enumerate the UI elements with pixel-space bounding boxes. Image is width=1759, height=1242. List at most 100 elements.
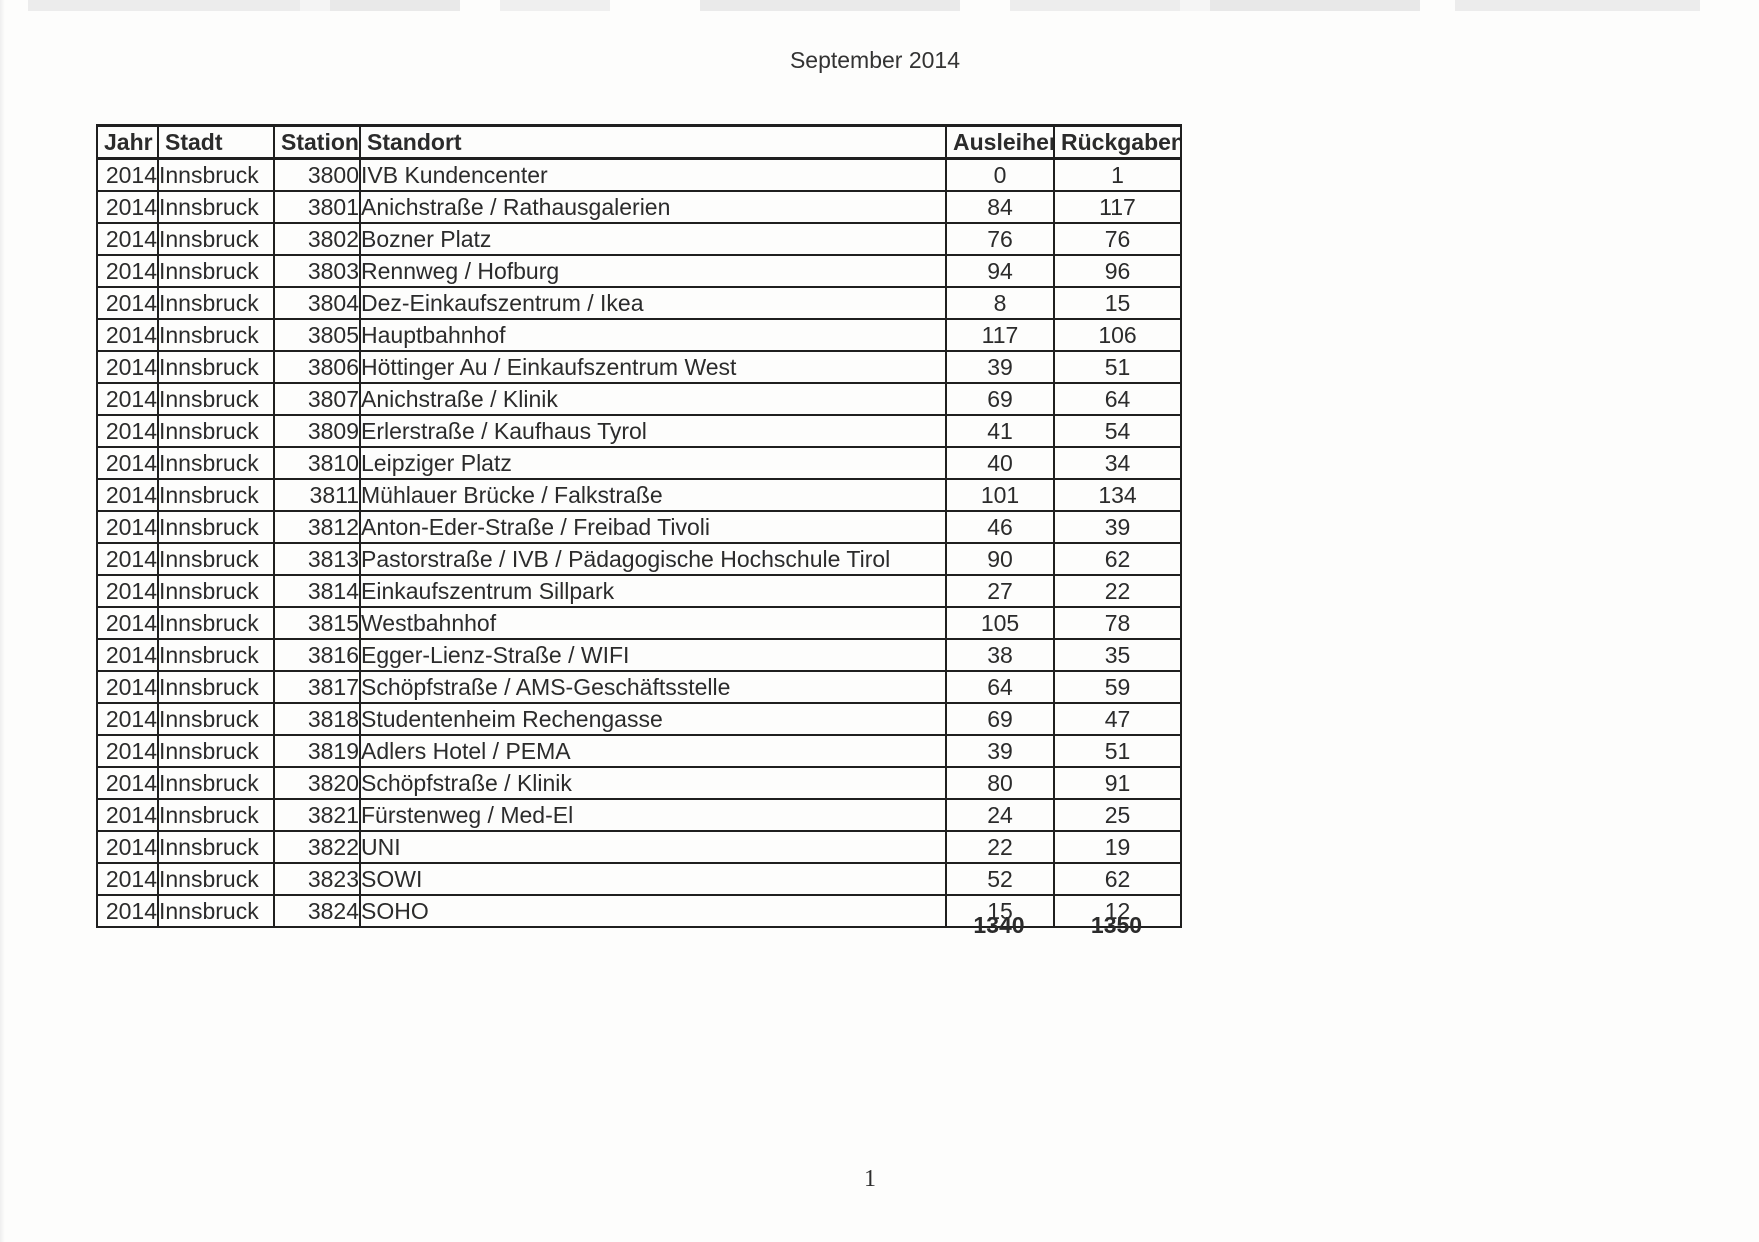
cell-jahr: 2014 (96, 414, 159, 448)
cell-station: 3809 (273, 414, 361, 448)
cell-standort: Anichstraße / Klinik (359, 382, 947, 416)
cell-standort: Hauptbahnhof (359, 318, 947, 352)
cell-jahr: 2014 (96, 606, 159, 640)
cell-rueckgaben: 106 (1053, 318, 1182, 352)
cell-stadt: Innsbruck (157, 798, 275, 832)
cell-rueckgaben: 62 (1053, 542, 1182, 576)
table-row: 2014 Innsbruck 3819 Adlers Hotel / PEMA … (96, 734, 1182, 768)
cell-standort: Studentenheim Rechengasse (359, 702, 947, 736)
document-title: September 2014 (789, 47, 961, 73)
page-number: 1 (864, 1166, 876, 1192)
cell-jahr: 2014 (96, 510, 159, 544)
cell-ausleihen: 8 (945, 286, 1055, 320)
cell-jahr: 2014 (96, 157, 159, 192)
table-row: 2014 Innsbruck 3813 Pastorstraße / IVB /… (96, 542, 1182, 576)
cell-stadt: Innsbruck (157, 606, 275, 640)
cell-stadt: Innsbruck (157, 190, 275, 224)
cell-jahr: 2014 (96, 734, 159, 768)
cell-jahr: 2014 (96, 350, 159, 384)
cell-station: 3817 (273, 670, 361, 704)
table-row: 2014 Innsbruck 3807 Anichstraße / Klinik… (96, 382, 1182, 416)
column-header-station: Station (273, 124, 361, 160)
cell-rueckgaben: 96 (1053, 254, 1182, 288)
cell-standort: Mühlauer Brücke / Falkstraße (359, 478, 947, 512)
cell-jahr: 2014 (96, 702, 159, 736)
scan-artifact-top (0, 0, 1759, 11)
cell-stadt: Innsbruck (157, 734, 275, 768)
table-row: 2014 Innsbruck 3803 Rennweg / Hofburg 94… (96, 254, 1182, 288)
table-row: 2014 Innsbruck 3810 Leipziger Platz 40 3… (96, 446, 1182, 480)
cell-rueckgaben: 64 (1053, 382, 1182, 416)
cell-rueckgaben: 15 (1053, 286, 1182, 320)
cell-stadt: Innsbruck (157, 382, 275, 416)
cell-jahr: 2014 (96, 766, 159, 800)
cell-stadt: Innsbruck (157, 478, 275, 512)
cell-ausleihen: 69 (945, 702, 1055, 736)
cell-stadt: Innsbruck (157, 702, 275, 736)
cell-station: 3821 (273, 798, 361, 832)
column-header-stadt: Stadt (157, 124, 275, 160)
cell-ausleihen: 117 (945, 318, 1055, 352)
cell-stadt: Innsbruck (157, 157, 275, 192)
cell-stadt: Innsbruck (157, 766, 275, 800)
cell-ausleihen: 27 (945, 574, 1055, 608)
cell-jahr: 2014 (96, 190, 159, 224)
table-row: 2014 Innsbruck 3814 Einkaufszentrum Sill… (96, 574, 1182, 608)
cell-station: 3816 (273, 638, 361, 672)
cell-jahr: 2014 (96, 798, 159, 832)
cell-stadt: Innsbruck (157, 510, 275, 544)
table-row: 2014 Innsbruck 3815 Westbahnhof 105 78 (96, 606, 1182, 640)
cell-station: 3822 (273, 830, 361, 864)
cell-rueckgaben: 1 (1053, 157, 1182, 192)
cell-standort: Schöpfstraße / AMS-Geschäftsstelle (359, 670, 947, 704)
cell-station: 3824 (273, 894, 361, 928)
column-header-ausleihen: Ausleihen (945, 124, 1055, 160)
cell-rueckgaben: 12 (1053, 894, 1182, 928)
table-row: 2014 Innsbruck 3818 Studentenheim Rechen… (96, 702, 1182, 736)
cell-ausleihen: 24 (945, 798, 1055, 832)
cell-standort: IVB Kundencenter (359, 157, 947, 192)
cell-station: 3807 (273, 382, 361, 416)
cell-jahr: 2014 (96, 574, 159, 608)
cell-station: 3813 (273, 542, 361, 576)
cell-stadt: Innsbruck (157, 670, 275, 704)
cell-jahr: 2014 (96, 382, 159, 416)
cell-station: 3805 (273, 318, 361, 352)
cell-ausleihen: 0 (945, 157, 1055, 192)
cell-station: 3812 (273, 510, 361, 544)
cell-stadt: Innsbruck (157, 830, 275, 864)
cell-standort: Pastorstraße / IVB / Pädagogische Hochsc… (359, 542, 947, 576)
table-row: 2014 Innsbruck 3801 Anichstraße / Rathau… (96, 190, 1182, 224)
cell-stadt: Innsbruck (157, 318, 275, 352)
table-row: 2014 Innsbruck 3820 Schöpfstraße / Klini… (96, 766, 1182, 800)
cell-standort: SOWI (359, 862, 947, 896)
cell-station: 3811 (273, 478, 361, 512)
cell-stadt: Innsbruck (157, 254, 275, 288)
cell-stadt: Innsbruck (157, 894, 275, 928)
cell-stadt: Innsbruck (157, 542, 275, 576)
cell-ausleihen: 80 (945, 766, 1055, 800)
table-row: 2014 Innsbruck 3824 SOHO 15 12 (96, 894, 1182, 928)
table-row: 2014 Innsbruck 3811 Mühlauer Brücke / Fa… (96, 478, 1182, 512)
cell-ausleihen: 40 (945, 446, 1055, 480)
cell-standort: Egger-Lienz-Straße / WIFI (359, 638, 947, 672)
station-statistics-table: Jahr Stadt Station Standort Ausleihen Rü… (96, 124, 1182, 928)
cell-station: 3800 (273, 157, 361, 192)
table-header-row: Jahr Stadt Station Standort Ausleihen Rü… (96, 124, 1182, 160)
table-row: 2014 Innsbruck 3823 SOWI 52 62 (96, 862, 1182, 896)
column-header-standort: Standort (359, 124, 947, 160)
cell-standort: Westbahnhof (359, 606, 947, 640)
table-row: 2014 Innsbruck 3816 Egger-Lienz-Straße /… (96, 638, 1182, 672)
cell-station: 3814 (273, 574, 361, 608)
cell-jahr: 2014 (96, 830, 159, 864)
cell-jahr: 2014 (96, 286, 159, 320)
cell-rueckgaben: 91 (1053, 766, 1182, 800)
cell-stadt: Innsbruck (157, 222, 275, 256)
cell-jahr: 2014 (96, 894, 159, 928)
cell-jahr: 2014 (96, 542, 159, 576)
cell-station: 3810 (273, 446, 361, 480)
cell-ausleihen: 94 (945, 254, 1055, 288)
column-header-rueckgaben: Rückgaben (1053, 124, 1182, 160)
cell-rueckgaben: 76 (1053, 222, 1182, 256)
totals-row: 1340 1350 (0, 912, 1759, 944)
